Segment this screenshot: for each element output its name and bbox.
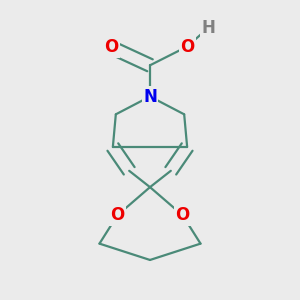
Text: O: O xyxy=(176,206,190,224)
Text: O: O xyxy=(110,206,124,224)
Text: H: H xyxy=(201,19,215,37)
Text: N: N xyxy=(143,88,157,106)
Text: O: O xyxy=(180,38,194,56)
Text: O: O xyxy=(104,38,118,56)
